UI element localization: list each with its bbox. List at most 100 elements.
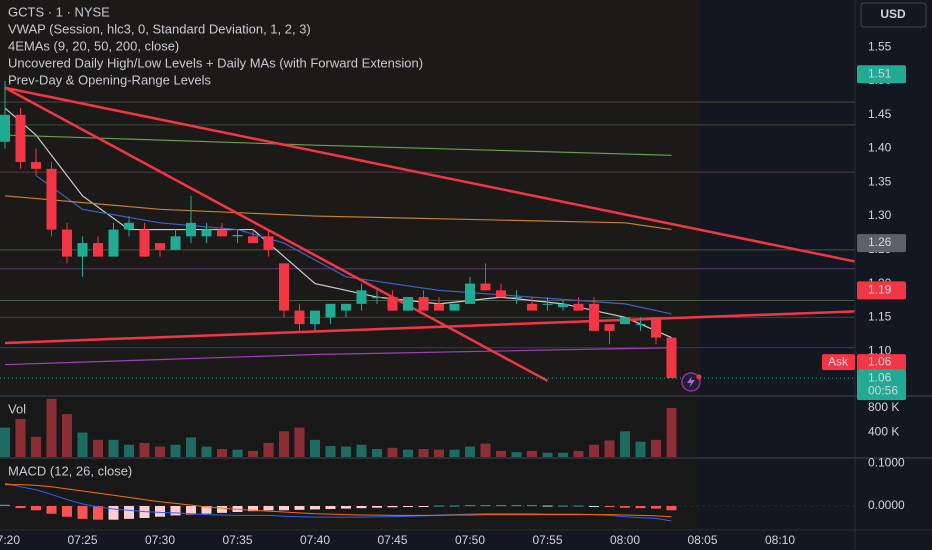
volume-bar (248, 450, 258, 457)
price-tag (857, 65, 906, 84)
candle-body (124, 222, 134, 230)
macd-histogram-bar (635, 506, 646, 509)
volume-bar (511, 452, 522, 457)
indicator-label: Uncovered Daily High/Low Levels + Daily … (8, 55, 423, 70)
alert-icon[interactable] (681, 372, 702, 392)
volume-bar (170, 444, 181, 457)
ask-tag-label: Ask (828, 354, 849, 368)
volume-bar (31, 436, 41, 457)
countdown-label: 00:56 (868, 383, 898, 397)
macd-histogram-bar (294, 506, 305, 510)
price-tag-label: 1.19 (868, 283, 892, 297)
candle-body (465, 283, 475, 304)
candle-body (62, 229, 72, 257)
macd-histogram-bar (124, 506, 134, 519)
indicator-line (4, 195, 672, 231)
candle-body (263, 236, 274, 250)
y-tick-label: 1.40 (868, 141, 892, 155)
candle-body (217, 229, 227, 237)
volume-bar (403, 449, 413, 457)
volume-bar (496, 450, 506, 457)
macd-histogram-bar (170, 506, 181, 516)
candle-body (651, 317, 661, 338)
macd-histogram-bar (558, 505, 568, 507)
candle-body (387, 297, 398, 311)
candle-body (511, 297, 522, 299)
macd-histogram-bar (248, 506, 258, 512)
candle-body (31, 162, 41, 169)
volume-bar (325, 445, 336, 457)
macd-histogram-bar (511, 505, 522, 507)
candle-body (77, 243, 88, 257)
chart-title: GCTS · 1 · NYSE (8, 4, 110, 19)
price-tag-label: 1.26 (868, 235, 892, 249)
price-tag-label: 1.51 (868, 66, 892, 80)
candle-body (620, 317, 630, 325)
volume-bar (573, 450, 584, 457)
signal-line (5, 484, 672, 518)
macd-histogram-bar (496, 505, 506, 507)
candle-body (15, 114, 26, 163)
candle-body (46, 168, 57, 230)
candle-body (356, 290, 367, 304)
indicator-label: 4EMAs (9, 20, 50, 200, close) (8, 38, 179, 53)
y-tick-label: 1.15 (868, 310, 892, 324)
volume-bar (480, 443, 491, 457)
candle-body (418, 297, 429, 311)
macd-histogram-bar (620, 506, 630, 508)
volume-bar (356, 444, 367, 457)
macd-histogram-bar (15, 506, 26, 509)
indicator-line (4, 134, 672, 156)
macd-histogram-bar (666, 506, 677, 511)
volume-bar (108, 439, 119, 457)
macd-histogram-bar (651, 506, 661, 509)
x-tick-label: 07:35 (222, 533, 252, 547)
volume-bar (201, 446, 212, 457)
x-tick-label: 07:40 (300, 533, 330, 547)
volume-bar (558, 452, 568, 457)
candle-body (341, 303, 351, 311)
candle-body (372, 297, 382, 299)
volume-bar (620, 431, 630, 457)
macd-histogram-bar (217, 506, 227, 513)
currency-button[interactable] (860, 2, 927, 28)
main-pane (0, 81, 855, 382)
macd-histogram-bar (527, 505, 537, 507)
x-tick-label: 07:45 (377, 533, 407, 547)
macd-histogram-bar (186, 506, 196, 515)
volume-bar (434, 449, 444, 457)
volume-bar (635, 441, 646, 457)
x-tick-label: 08:00 (610, 533, 640, 547)
candle-body (325, 303, 336, 318)
volume-bar (651, 439, 661, 457)
candle-body (635, 324, 646, 326)
ask-tag (822, 354, 855, 371)
volume-bar (62, 414, 72, 457)
candle-body (93, 243, 103, 257)
candle-body (201, 229, 212, 237)
candle-body (170, 236, 181, 250)
volume-bar (310, 439, 320, 457)
macd-histogram-bar (62, 506, 72, 517)
macd-histogram-bar (387, 506, 398, 508)
macd-histogram-bar (279, 506, 289, 511)
volume-bar (15, 419, 26, 457)
x-tick-label: 08:05 (687, 533, 717, 547)
last-price-label: 1.06 (868, 370, 892, 384)
y-tick-label: 0.1000 (868, 455, 905, 469)
volume-bar (465, 446, 475, 457)
macd-histogram-bar (604, 506, 615, 507)
candle-body (232, 234, 243, 237)
macd-pane (0, 482, 855, 522)
macd-histogram-bar (46, 506, 57, 514)
macd-histogram-bar (325, 506, 336, 509)
x-tick-label: 07:30 (145, 533, 175, 547)
macd-histogram-bar (201, 506, 212, 514)
volume-bar (93, 439, 103, 457)
trend-line (4, 86, 549, 382)
volume-bar (0, 427, 10, 457)
candle-body (139, 229, 150, 257)
macd-histogram-bar (93, 506, 103, 520)
indicator-label: VWAP (Session, hlc3, 0, Standard Deviati… (8, 21, 311, 36)
